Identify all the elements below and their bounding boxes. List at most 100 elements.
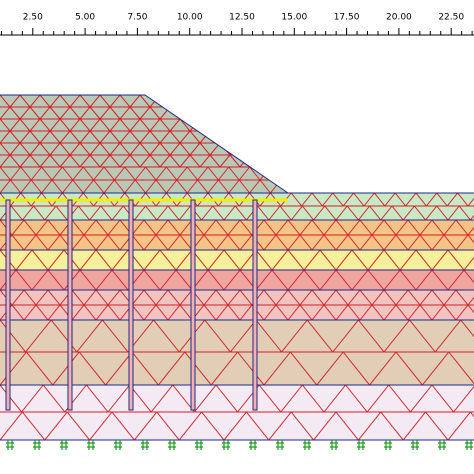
mesh-edge [289,106,301,120]
mesh-edge [0,118,11,132]
mesh-edge [199,142,211,156]
mesh-edge [394,179,406,194]
mesh-edge [139,130,151,144]
mesh-edge [69,95,81,108]
mesh-edge [279,118,291,132]
mesh-edge [290,205,303,221]
mesh-edge [210,351,238,386]
mesh-edge [309,154,321,168]
mesh-edge [322,166,334,181]
mesh-edge [332,319,359,353]
mesh-edge [290,411,314,440]
mesh-edge [394,192,406,207]
mesh-edge [349,154,361,168]
mesh-edge [227,219,241,236]
mesh-edge [129,95,141,108]
mesh-edge [299,219,313,236]
mesh-edge [50,319,78,353]
mesh-edge [249,95,261,108]
mesh-edge [349,106,361,120]
mesh-edge [31,269,49,291]
mesh-edge [459,106,471,120]
mesh-edge [463,269,474,291]
mesh-edge [219,106,231,120]
mesh-edge [139,118,151,132]
mesh-edge [289,142,301,156]
mesh-edge [353,192,365,207]
mesh-edge [415,249,433,271]
mesh-edge [263,304,277,321]
mesh-edge [313,411,337,440]
mesh-edge [33,205,46,221]
mesh-edge [449,118,461,132]
mesh-edge [25,319,52,353]
mesh-edge [459,154,471,168]
mesh-edge [419,289,433,306]
mesh-edge [342,179,354,194]
mesh-edge [207,249,225,271]
mesh-edge [203,289,217,306]
mesh-edge [457,179,469,194]
mesh-edge [218,166,230,181]
mesh-edge [178,411,202,440]
mesh-edge [379,106,391,120]
mesh-edge [20,166,32,181]
mesh-edge [359,130,371,144]
mesh-edge [287,289,301,306]
mesh-edge [55,205,68,221]
mesh-edge [186,166,198,181]
mesh-edge [124,179,136,194]
mesh-edge [66,411,90,440]
mesh-edge [319,130,331,144]
mesh-edge [289,130,301,144]
mesh-edge [389,154,401,168]
mesh-edge [207,269,225,291]
mesh-edge [287,219,301,236]
mesh-edge [299,289,313,306]
mesh-edge [407,219,421,236]
mesh-edge [143,289,157,306]
mesh-edge [129,130,141,144]
mesh-edge [349,142,361,156]
mesh-edge [11,304,25,321]
mesh-edge [259,142,271,156]
mesh-edge [9,106,21,120]
mesh-edge [258,384,282,413]
mesh-edge [189,106,201,120]
mesh-edge [436,205,449,221]
mesh-edge [239,289,253,306]
mesh-edge [69,142,81,156]
mesh-edge [399,95,411,108]
mesh-edge [219,95,231,108]
mesh-edge [402,205,415,221]
mesh-edge [239,130,251,144]
mesh-edge [399,106,411,120]
mesh-edge [10,166,22,181]
mesh-edge [409,154,421,168]
mesh-edge [311,219,325,236]
mesh-edge [159,269,177,291]
mesh-edge [134,179,146,194]
mesh-edge [227,304,241,321]
mesh-edge [335,289,349,306]
mesh-edge [316,351,344,386]
mesh-edge [179,130,191,144]
mesh-edge [209,118,221,132]
mesh-edge [371,234,385,251]
mesh-edge [99,95,111,108]
mesh-edge [443,219,457,236]
mesh-edge [78,351,106,386]
mesh-edge [30,166,42,181]
mesh-edge [167,205,180,221]
mesh-edge [342,166,354,181]
mesh-edge [199,154,211,168]
mesh-edge [109,106,121,120]
mesh-edge [169,95,181,108]
mesh-edge [279,95,291,108]
mesh-edge [275,234,289,251]
ruler-label: 7.50 [127,13,147,23]
mesh-edge [299,118,311,132]
mesh-edge [95,249,113,271]
mesh-edge [179,95,191,108]
mesh-edge [0,384,22,413]
